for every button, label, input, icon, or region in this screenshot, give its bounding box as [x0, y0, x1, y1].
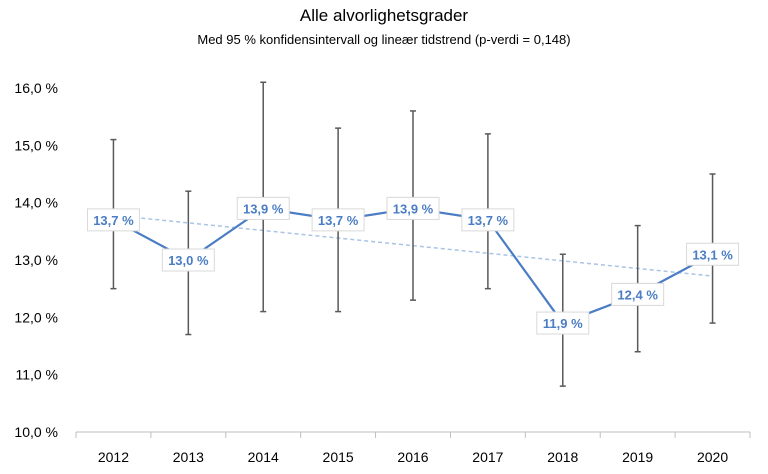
y-tick-label: 16,0 % — [14, 80, 58, 96]
data-label: 12,4 % — [617, 287, 658, 302]
data-label: 13,9 % — [393, 201, 434, 216]
data-label: 13,7 % — [93, 213, 134, 228]
data-label-box — [86, 208, 140, 232]
x-tick-label: 2012 — [98, 449, 129, 465]
data-label-box — [161, 248, 215, 272]
data-label: 11,9 % — [543, 316, 583, 331]
y-tick-label: 14,0 % — [14, 195, 58, 211]
x-tick-label: 2013 — [173, 449, 204, 465]
x-tick-label: 2015 — [323, 449, 354, 465]
data-label-box — [386, 196, 440, 220]
x-tick-label: 2020 — [697, 449, 728, 465]
y-tick-label: 13,0 % — [14, 252, 58, 268]
data-label: 13,7 % — [318, 213, 359, 228]
x-tick-label: 2016 — [397, 449, 428, 465]
x-tick-label: 2019 — [622, 449, 653, 465]
data-label: 13,0 % — [168, 253, 209, 268]
data-label-box — [611, 282, 665, 306]
y-tick-label: 12,0 % — [14, 309, 58, 325]
chart-title: Alle alvorlighetsgrader — [299, 6, 469, 25]
x-tick-label: 2018 — [547, 449, 578, 465]
x-tick-label: 2014 — [248, 449, 279, 465]
x-tick-label: 2017 — [472, 449, 503, 465]
data-label-box — [536, 311, 590, 335]
data-label: 13,7 % — [468, 213, 509, 228]
chart-subtitle: Med 95 % konfidensintervall og lineær ti… — [197, 32, 571, 47]
data-label-box — [236, 196, 290, 220]
y-tick-label: 15,0 % — [14, 137, 58, 153]
data-label: 13,1 % — [692, 247, 733, 262]
data-label-box — [686, 242, 740, 266]
data-label-box — [311, 208, 365, 232]
y-tick-label: 10,0 % — [14, 424, 58, 440]
data-label: 13,9 % — [243, 201, 284, 216]
data-label-box — [461, 208, 515, 232]
y-tick-label: 11,0 % — [15, 367, 58, 383]
